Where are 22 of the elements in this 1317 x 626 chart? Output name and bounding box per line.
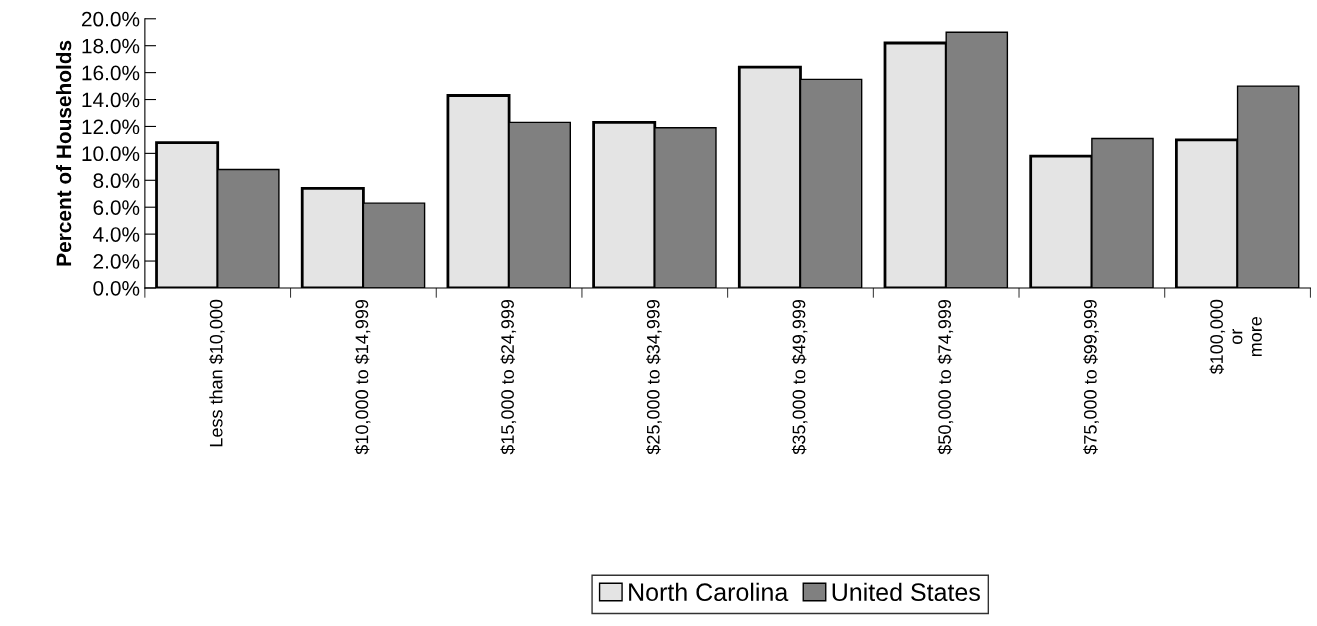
x-tick-label: $25,000 to $34,999 bbox=[646, 299, 662, 455]
y-tick-label: 14.0% bbox=[82, 92, 140, 108]
y-tick-label: 8.0% bbox=[93, 173, 140, 189]
y-tick-label: 4.0% bbox=[93, 227, 140, 242]
x-tick-label: $15,000 to $24,999 bbox=[500, 299, 517, 455]
y-tick-label: 10.0% bbox=[82, 146, 140, 162]
y-tick-label: 16.0% bbox=[82, 65, 140, 81]
y-tick-label: 2.0% bbox=[93, 254, 140, 269]
y-tick-label: 6.0% bbox=[93, 200, 140, 215]
y-tick-label: 18.0% bbox=[82, 38, 140, 54]
x-tick-label: $75,000 to $99,999 bbox=[1083, 299, 1099, 455]
x-tick-label: $50,000 to $74,999 bbox=[937, 299, 954, 455]
y-tick-label: 20.0% bbox=[81, 11, 140, 27]
y-axis-title: Percent of Households bbox=[55, 40, 72, 266]
legend-label: United States bbox=[832, 582, 980, 602]
legend-label: North Carolina bbox=[629, 582, 789, 602]
y-tick-label: 12.0% bbox=[82, 119, 140, 135]
x-tick-label: Less than $10,000 bbox=[209, 299, 225, 447]
x-tick-label: $10,000 to $14,999 bbox=[354, 299, 371, 455]
y-tick-label: 0.0% bbox=[93, 280, 140, 296]
x-tick-label: $100,000 or more bbox=[1209, 299, 1262, 375]
x-tick-label: $35,000 to $49,999 bbox=[791, 299, 808, 455]
